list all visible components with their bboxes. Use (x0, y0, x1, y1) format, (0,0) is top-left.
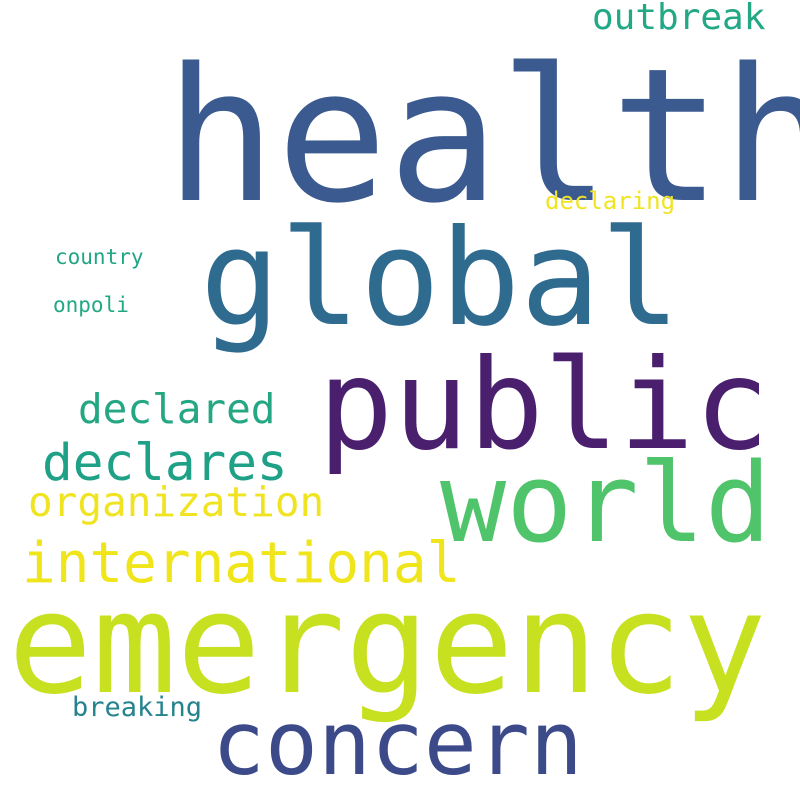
word-organization: organization (28, 478, 325, 526)
word-onpoli: onpoli (53, 293, 129, 317)
word-concern: concern (212, 692, 583, 795)
word-outbreak: outbreak (592, 0, 766, 38)
word-declaring: declaring (545, 187, 676, 215)
word-breaking: breaking (72, 692, 203, 723)
word-world: world (440, 439, 772, 567)
word-declared: declared (78, 385, 276, 433)
word-health: health (165, 28, 800, 244)
word-country: country (55, 245, 144, 269)
word-declares: declares (42, 434, 288, 493)
word-public: public (318, 333, 770, 478)
word-global: global (200, 202, 681, 356)
word-international: international (22, 531, 461, 596)
word-emergency: emergency (8, 563, 767, 726)
